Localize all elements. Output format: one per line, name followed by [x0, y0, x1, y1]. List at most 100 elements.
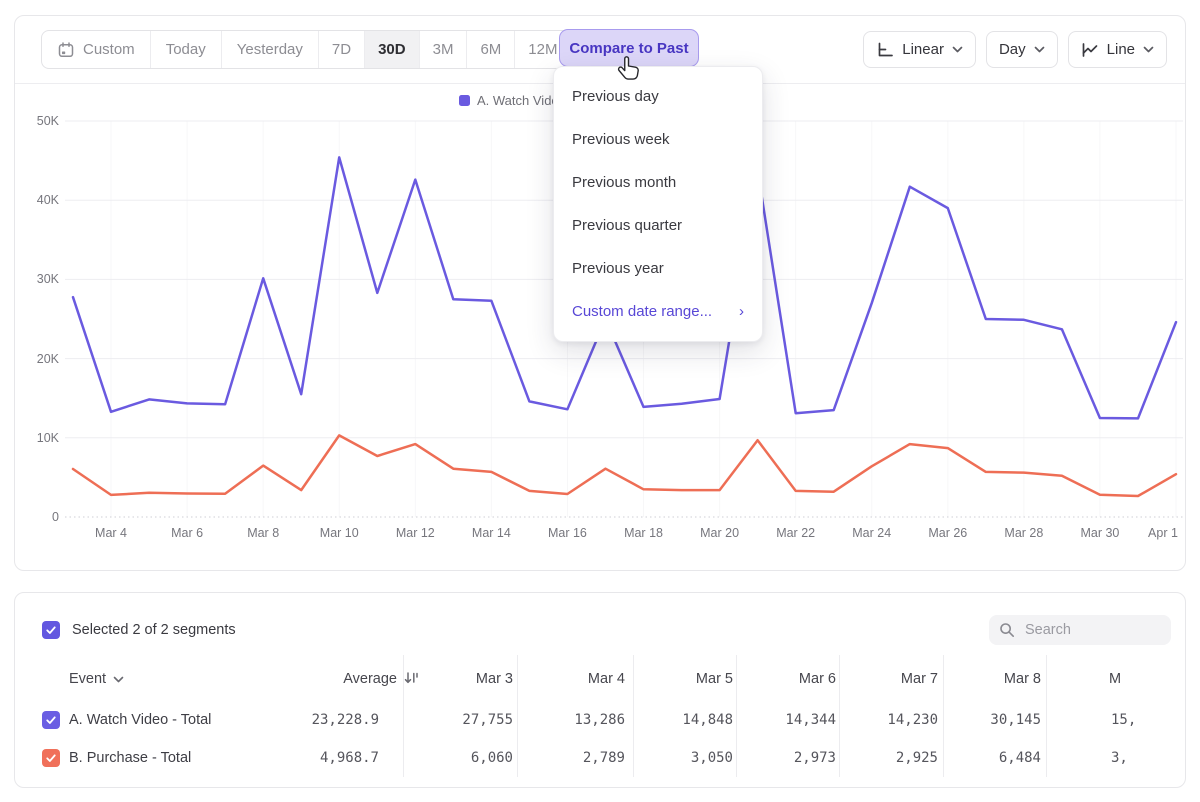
compare-to-past-button[interactable]: Compare to Past	[559, 29, 699, 67]
date-column-header: Mar 4	[587, 671, 625, 687]
y-axis-label: 10K	[36, 430, 59, 445]
value-cell: 30,145	[990, 712, 1041, 728]
menu-item-label: Previous month	[572, 174, 677, 191]
value-cell: 2,925	[895, 750, 938, 766]
check-icon	[46, 716, 56, 724]
column-divider	[943, 655, 944, 777]
x-axis-label: Mar 12	[395, 526, 435, 540]
search-input[interactable]	[1023, 621, 1147, 639]
event-column-header[interactable]: Event	[69, 671, 124, 687]
segment-checkbox[interactable]	[42, 749, 60, 767]
select-all-checkbox[interactable]	[42, 621, 60, 639]
y-axis-label: 30K	[36, 272, 59, 287]
value-cell: 14,848	[682, 712, 733, 728]
range-button-yesterday[interactable]: Yesterday	[222, 31, 319, 68]
range-button-12m[interactable]: 12M	[515, 31, 570, 68]
x-axis-label: Mar 18	[624, 526, 663, 540]
range-label: 6M	[480, 41, 502, 58]
x-axis-label: Mar 8	[247, 526, 280, 540]
value-cell: 14,344	[785, 712, 836, 728]
segment-label: B. Purchase - Total	[69, 750, 192, 766]
menu-item-custom-date-range[interactable]: Custom date range... ›	[554, 290, 762, 333]
y-axis-label: 0	[52, 510, 59, 524]
scale-dropdown-button[interactable]: Linear	[863, 31, 976, 68]
y-axis-label: 50K	[36, 114, 59, 128]
menu-item-label: Previous week	[572, 131, 670, 148]
legend-item: A. Watch Video	[459, 93, 566, 108]
y-axis-label: 20K	[36, 351, 59, 366]
x-axis-label: Mar 22	[776, 526, 816, 540]
check-icon	[46, 754, 56, 762]
interval-label: Day	[998, 41, 1026, 58]
interval-dropdown-button[interactable]: Day	[985, 31, 1058, 68]
range-label: Yesterday	[236, 41, 303, 58]
average-header-label: Average	[343, 671, 397, 687]
compare-to-past-menu: Previous day Previous week Previous month P…	[553, 66, 763, 342]
x-axis-label: Mar 24	[852, 526, 892, 540]
range-button-7d[interactable]: 7D	[319, 31, 366, 68]
menu-item-previous-week[interactable]: Previous week	[554, 118, 762, 161]
menu-item-label: Previous day	[572, 88, 659, 105]
column-divider	[633, 655, 634, 777]
calendar-icon	[58, 41, 74, 57]
column-divider	[403, 655, 404, 777]
range-button-custom[interactable]: Custom	[42, 31, 151, 68]
event-header-label: Event	[69, 671, 107, 687]
range-label: 7D	[331, 41, 352, 58]
chart-type-dropdown-button[interactable]: Line	[1067, 31, 1167, 68]
average-column-header[interactable]: Average	[299, 671, 419, 687]
scale-label: Linear	[902, 41, 944, 58]
range-button-30d[interactable]: 30D	[365, 31, 420, 68]
menu-item-previous-day[interactable]: Previous day	[554, 75, 762, 118]
date-column-header-clipped: M	[1109, 671, 1122, 687]
range-label: Custom	[83, 41, 135, 58]
range-button-6m[interactable]: 6M	[467, 31, 516, 68]
x-axis-label: Mar 4	[95, 526, 127, 540]
segments-table-card: Selected 2 of 2 segments Event Average Mar…	[14, 592, 1186, 788]
check-icon	[46, 626, 56, 634]
x-axis-label: Mar 30	[1080, 526, 1120, 540]
chevron-down-icon	[1034, 46, 1044, 53]
chevron-down-icon	[1143, 46, 1154, 53]
x-axis-label: Mar 14	[471, 526, 511, 540]
value-cell: 13,286	[574, 712, 625, 728]
value-cell: 2,973	[793, 750, 836, 766]
date-column-header: Mar 6	[798, 671, 836, 687]
submenu-chevron-icon: ›	[739, 303, 744, 320]
menu-item-previous-year[interactable]: Previous year	[554, 247, 762, 290]
chart-options-group: Linear Day Line	[863, 31, 1167, 68]
column-divider	[1046, 655, 1047, 777]
compare-to-past-label: Compare to Past	[569, 39, 689, 57]
date-column-header: Mar 3	[475, 671, 513, 687]
search-icon	[1000, 623, 1014, 637]
x-axis-label: Mar 28	[1004, 526, 1044, 540]
search-box[interactable]	[989, 615, 1171, 645]
axis-scale-icon	[878, 42, 894, 56]
range-label: 3M	[432, 41, 454, 58]
segment-checkbox[interactable]	[42, 711, 60, 729]
range-label: 12M	[528, 41, 558, 58]
menu-item-label: Previous quarter	[572, 217, 683, 234]
date-column-header: Mar 5	[695, 671, 733, 687]
range-label: 30D	[378, 41, 406, 58]
x-axis-label: Mar 20	[700, 526, 740, 540]
range-button-3m[interactable]: 3M	[420, 31, 468, 68]
x-axis-label: Apr 1	[1148, 526, 1178, 540]
x-axis-label: Mar 10	[319, 526, 359, 540]
range-label: Today	[165, 41, 206, 58]
selected-segments-label: Selected 2 of 2 segments	[72, 622, 236, 638]
menu-item-previous-quarter[interactable]: Previous quarter	[554, 204, 762, 247]
chart-type-label: Line	[1106, 41, 1135, 58]
range-button-today[interactable]: Today	[151, 31, 222, 68]
menu-item-previous-month[interactable]: Previous month	[554, 161, 762, 204]
column-divider	[736, 655, 737, 777]
column-divider	[517, 655, 518, 777]
value-cell: 14,230	[887, 712, 938, 728]
date-column-header: Mar 7	[900, 671, 938, 687]
value-cell: 3,050	[690, 750, 733, 766]
menu-item-label: Previous year	[572, 260, 664, 277]
y-axis-label: 40K	[36, 193, 59, 208]
x-axis-label: Mar 16	[547, 526, 587, 540]
column-divider	[839, 655, 840, 777]
x-axis-label: Mar 6	[171, 526, 204, 540]
